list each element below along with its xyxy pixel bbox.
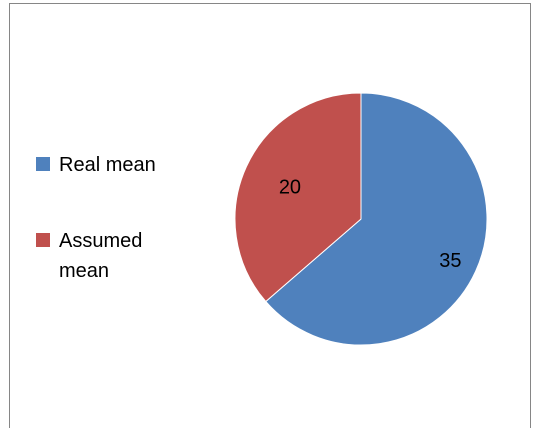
- legend: Real mean Assumed mean: [36, 150, 186, 332]
- pie-slice-assumed-mean: [234, 92, 362, 303]
- legend-item-real-mean: Real mean: [36, 150, 186, 180]
- legend-swatch-real-mean: [36, 157, 50, 171]
- chart-frame: [9, 3, 531, 428]
- legend-item-assumed-mean: Assumed mean: [36, 226, 186, 286]
- legend-label-real-mean: Real mean: [59, 154, 156, 176]
- legend-label-assumed-mean: Assumed mean: [59, 230, 143, 282]
- data-label-assumed-mean: 20: [279, 177, 301, 199]
- pie-slice-real-mean: [265, 92, 488, 346]
- legend-swatch-assumed-mean: [36, 233, 50, 247]
- data-label-real-mean: 35: [439, 250, 461, 272]
